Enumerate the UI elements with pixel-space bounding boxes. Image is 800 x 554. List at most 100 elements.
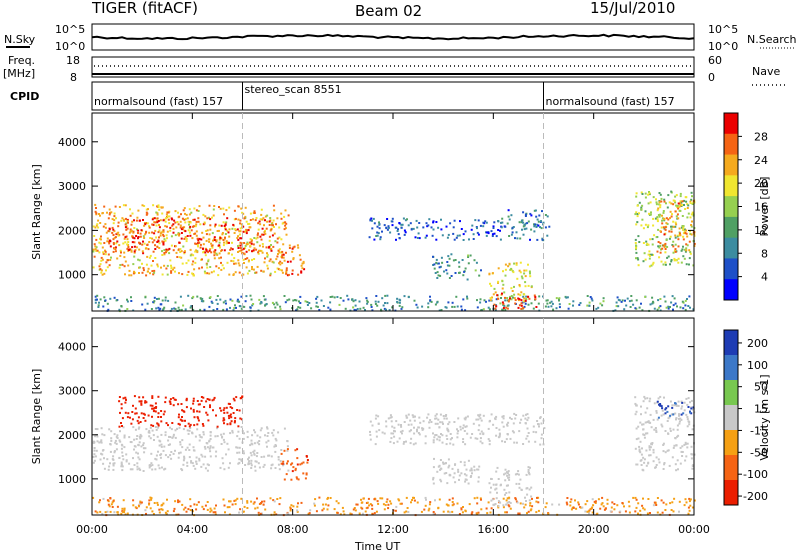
data-cell: [187, 508, 190, 511]
data-cell: [97, 226, 100, 229]
data-cell: [268, 235, 271, 238]
data-cell: [661, 222, 664, 225]
data-cell: [107, 253, 110, 256]
data-cell: [533, 230, 536, 233]
data-cell: [529, 212, 532, 215]
data-cell: [442, 462, 445, 465]
data-cell: [343, 513, 346, 516]
data-cell: [672, 413, 675, 416]
data-cell: [149, 404, 152, 407]
data-cell: [185, 399, 188, 402]
data-cell: [126, 247, 129, 250]
data-cell: [489, 297, 492, 300]
data-cell: [211, 446, 214, 449]
data-cell: [126, 416, 129, 419]
data-cell: [434, 417, 437, 420]
data-cell: [668, 464, 671, 467]
data-cell: [145, 506, 148, 509]
data-cell: [432, 228, 435, 231]
data-cell: [658, 201, 661, 204]
data-cell: [240, 459, 243, 462]
data-cell: [194, 257, 197, 260]
data-cell: [449, 438, 452, 441]
data-cell: [297, 306, 300, 309]
data-cell: [502, 302, 505, 305]
data-cell: [518, 304, 521, 307]
data-cell: [107, 503, 110, 506]
data-cell: [99, 222, 102, 224]
data-cell: [656, 418, 659, 421]
data-cell: [527, 416, 530, 419]
data-cell: [205, 400, 208, 403]
data-cell: [243, 217, 246, 220]
data-cell: [195, 463, 198, 465]
data-cell: [155, 454, 158, 457]
data-cell: [437, 507, 440, 510]
data-cell: [676, 428, 679, 431]
data-cell: [688, 263, 690, 266]
data-cell: [668, 230, 671, 233]
data-cell: [285, 270, 288, 273]
data-cell: [193, 424, 196, 427]
data-cell: [509, 416, 511, 419]
data-cell: [137, 229, 140, 232]
data-cell: [664, 408, 667, 411]
data-cell: [508, 262, 511, 265]
data-cell: [236, 446, 239, 449]
data-cell: [626, 297, 629, 300]
data-cell: [106, 458, 109, 461]
data-cell: [208, 272, 211, 275]
data-cell: [642, 497, 644, 500]
data-cell: [674, 221, 677, 224]
data-cell: [504, 440, 506, 443]
data-cell: [158, 508, 161, 511]
data-cell: [528, 499, 531, 502]
data-cell: [464, 309, 467, 312]
x-tick-label: 16:00: [477, 523, 509, 536]
data-cell: [242, 247, 245, 250]
data-cell: [450, 253, 453, 256]
data-cell: [691, 506, 694, 509]
data-cell: [456, 502, 459, 505]
data-cell: [143, 242, 146, 245]
colorbar-swatch: [724, 330, 738, 356]
colorbar-swatch: [724, 480, 738, 506]
data-cell: [294, 299, 296, 301]
data-cell: [432, 441, 435, 444]
data-cell: [672, 203, 675, 206]
data-cell: [184, 250, 186, 253]
data-cell: [661, 409, 664, 412]
data-cell: [663, 217, 666, 220]
data-cell: [178, 215, 181, 218]
data-cell: [157, 412, 160, 415]
data-cell: [457, 430, 460, 432]
data-cell: [637, 502, 640, 505]
data-cell: [666, 449, 669, 452]
data-cell: [300, 264, 303, 267]
data-cell: [212, 398, 215, 401]
data-cell: [282, 243, 285, 246]
data-cell: [653, 234, 656, 237]
data-cell: [634, 307, 637, 310]
data-cell: [507, 421, 510, 424]
colorbar-frame: [723, 329, 739, 506]
data-cell: [137, 505, 140, 508]
data-cell: [154, 426, 157, 428]
data-cell: [141, 204, 144, 207]
data-cell: [124, 513, 127, 516]
data-cell: [263, 224, 265, 227]
data-cell: [222, 207, 225, 210]
data-cell: [448, 474, 451, 477]
data-cell: [194, 250, 197, 253]
data-cell: [117, 234, 120, 237]
data-cell: [637, 437, 640, 440]
data-cell: [255, 460, 258, 463]
data-cell: [239, 508, 242, 511]
data-cell: [660, 200, 663, 203]
data-cell: [600, 503, 603, 506]
data-cell: [170, 457, 173, 460]
data-cell: [397, 228, 399, 231]
data-cell: [200, 298, 203, 300]
data-cell: [624, 299, 626, 302]
data-cell: [415, 303, 418, 306]
